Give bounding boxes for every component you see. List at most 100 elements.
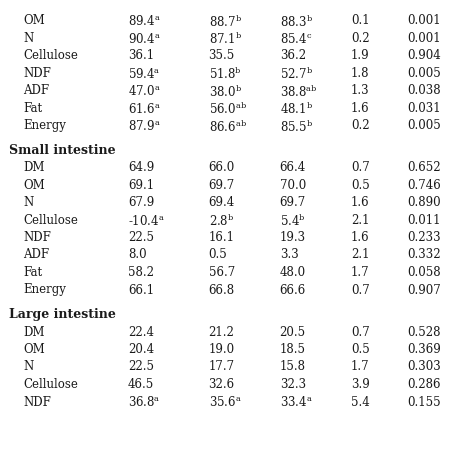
Text: 67.9: 67.9	[128, 196, 154, 209]
Text: 90.4$\mathregular{^{a}}$: 90.4$\mathregular{^{a}}$	[128, 31, 161, 46]
Text: 1.8: 1.8	[351, 66, 369, 80]
Text: 2.1: 2.1	[351, 248, 369, 262]
Text: 89.4$\mathregular{^{a}}$: 89.4$\mathregular{^{a}}$	[128, 14, 161, 28]
Text: 66.0: 66.0	[209, 161, 235, 174]
Text: OM: OM	[24, 14, 45, 27]
Text: 0.2: 0.2	[351, 119, 369, 132]
Text: 66.4: 66.4	[280, 161, 306, 174]
Text: 19.0: 19.0	[209, 343, 235, 356]
Text: 32.6: 32.6	[209, 378, 235, 391]
Text: 0.652: 0.652	[408, 161, 441, 174]
Text: 19.3: 19.3	[280, 231, 306, 244]
Text: 87.1$\mathregular{^{b}}$: 87.1$\mathregular{^{b}}$	[209, 31, 242, 47]
Text: 0.7: 0.7	[351, 283, 370, 297]
Text: 17.7: 17.7	[209, 361, 235, 374]
Text: NDF: NDF	[24, 66, 51, 80]
Text: DM: DM	[24, 326, 45, 338]
Text: 0.155: 0.155	[408, 395, 441, 409]
Text: 66.8: 66.8	[209, 283, 235, 297]
Text: 20.4: 20.4	[128, 343, 154, 356]
Text: 0.005: 0.005	[408, 119, 441, 132]
Text: 1.6: 1.6	[351, 196, 369, 209]
Text: 85.4$\mathregular{^{c}}$: 85.4$\mathregular{^{c}}$	[280, 31, 312, 46]
Text: -10.4$\mathregular{^{a}}$: -10.4$\mathregular{^{a}}$	[128, 213, 165, 228]
Text: 38.0$\mathregular{^{b}}$: 38.0$\mathregular{^{b}}$	[209, 84, 241, 100]
Text: 5.4: 5.4	[351, 395, 370, 409]
Text: 61.6$\mathregular{^{a}}$: 61.6$\mathregular{^{a}}$	[128, 101, 161, 116]
Text: 0.038: 0.038	[408, 84, 441, 97]
Text: 56.7: 56.7	[209, 266, 235, 279]
Text: 1.7: 1.7	[351, 266, 369, 279]
Text: 88.3$\mathregular{^{b}}$: 88.3$\mathregular{^{b}}$	[280, 14, 313, 30]
Text: Cellulose: Cellulose	[24, 49, 78, 62]
Text: 66.1: 66.1	[128, 283, 154, 297]
Text: 69.7: 69.7	[209, 179, 235, 191]
Text: 0.5: 0.5	[351, 343, 370, 356]
Text: ADF: ADF	[24, 84, 50, 97]
Text: 69.1: 69.1	[128, 179, 154, 191]
Text: 0.005: 0.005	[408, 66, 441, 80]
Text: 2.8$\mathregular{^{b}}$: 2.8$\mathregular{^{b}}$	[209, 213, 234, 229]
Text: 51.8$\mathregular{^{b}}$: 51.8$\mathregular{^{b}}$	[209, 66, 241, 82]
Text: 2.1: 2.1	[351, 213, 369, 227]
Text: Cellulose: Cellulose	[24, 213, 78, 227]
Text: 70.0: 70.0	[280, 179, 306, 191]
Text: 0.011: 0.011	[408, 213, 441, 227]
Text: 36.2: 36.2	[280, 49, 306, 62]
Text: 0.5: 0.5	[209, 248, 228, 262]
Text: 0.286: 0.286	[408, 378, 441, 391]
Text: 0.528: 0.528	[408, 326, 441, 338]
Text: 0.746: 0.746	[408, 179, 441, 191]
Text: Fat: Fat	[24, 266, 43, 279]
Text: 47.0$\mathregular{^{a}}$: 47.0$\mathregular{^{a}}$	[128, 84, 161, 98]
Text: Small intestine: Small intestine	[9, 144, 116, 156]
Text: 0.058: 0.058	[408, 266, 441, 279]
Text: 0.904: 0.904	[408, 49, 441, 62]
Text: Large intestine: Large intestine	[9, 308, 116, 321]
Text: 22.4: 22.4	[128, 326, 154, 338]
Text: 46.5: 46.5	[128, 378, 154, 391]
Text: 0.031: 0.031	[408, 101, 441, 115]
Text: Cellulose: Cellulose	[24, 378, 78, 391]
Text: 0.001: 0.001	[408, 14, 441, 27]
Text: 69.7: 69.7	[280, 196, 306, 209]
Text: Energy: Energy	[24, 119, 66, 132]
Text: 1.6: 1.6	[351, 101, 369, 115]
Text: 0.5: 0.5	[351, 179, 370, 191]
Text: 0.890: 0.890	[408, 196, 441, 209]
Text: 5.4$\mathregular{^{b}}$: 5.4$\mathregular{^{b}}$	[280, 213, 305, 229]
Text: N: N	[24, 31, 34, 45]
Text: 87.9$\mathregular{^{a}}$: 87.9$\mathregular{^{a}}$	[128, 119, 161, 133]
Text: 36.8$\mathregular{^{a}}$: 36.8$\mathregular{^{a}}$	[128, 395, 161, 410]
Text: 86.6$\mathregular{^{ab}}$: 86.6$\mathregular{^{ab}}$	[209, 119, 246, 135]
Text: 58.2: 58.2	[128, 266, 154, 279]
Text: 59.4$\mathregular{^{a}}$: 59.4$\mathregular{^{a}}$	[128, 66, 161, 81]
Text: 0.233: 0.233	[408, 231, 441, 244]
Text: 22.5: 22.5	[128, 231, 154, 244]
Text: 1.7: 1.7	[351, 361, 369, 374]
Text: 32.3: 32.3	[280, 378, 306, 391]
Text: DM: DM	[24, 161, 45, 174]
Text: 85.5$\mathregular{^{b}}$: 85.5$\mathregular{^{b}}$	[280, 119, 313, 135]
Text: 35.6$\mathregular{^{a}}$: 35.6$\mathregular{^{a}}$	[209, 395, 241, 410]
Text: 1.9: 1.9	[351, 49, 369, 62]
Text: 48.0: 48.0	[280, 266, 306, 279]
Text: 36.1: 36.1	[128, 49, 154, 62]
Text: 0.332: 0.332	[408, 248, 441, 262]
Text: N: N	[24, 361, 34, 374]
Text: 0.907: 0.907	[408, 283, 441, 297]
Text: 0.7: 0.7	[351, 161, 370, 174]
Text: 8.0: 8.0	[128, 248, 146, 262]
Text: 52.7$\mathregular{^{b}}$: 52.7$\mathregular{^{b}}$	[280, 66, 313, 82]
Text: 21.2: 21.2	[209, 326, 235, 338]
Text: 0.7: 0.7	[351, 326, 370, 338]
Text: OM: OM	[24, 343, 45, 356]
Text: 3.9: 3.9	[351, 378, 370, 391]
Text: OM: OM	[24, 179, 45, 191]
Text: 69.4: 69.4	[209, 196, 235, 209]
Text: ADF: ADF	[24, 248, 50, 262]
Text: 16.1: 16.1	[209, 231, 235, 244]
Text: 88.7$\mathregular{^{b}}$: 88.7$\mathregular{^{b}}$	[209, 14, 242, 30]
Text: 0.303: 0.303	[408, 361, 441, 374]
Text: 0.369: 0.369	[408, 343, 441, 356]
